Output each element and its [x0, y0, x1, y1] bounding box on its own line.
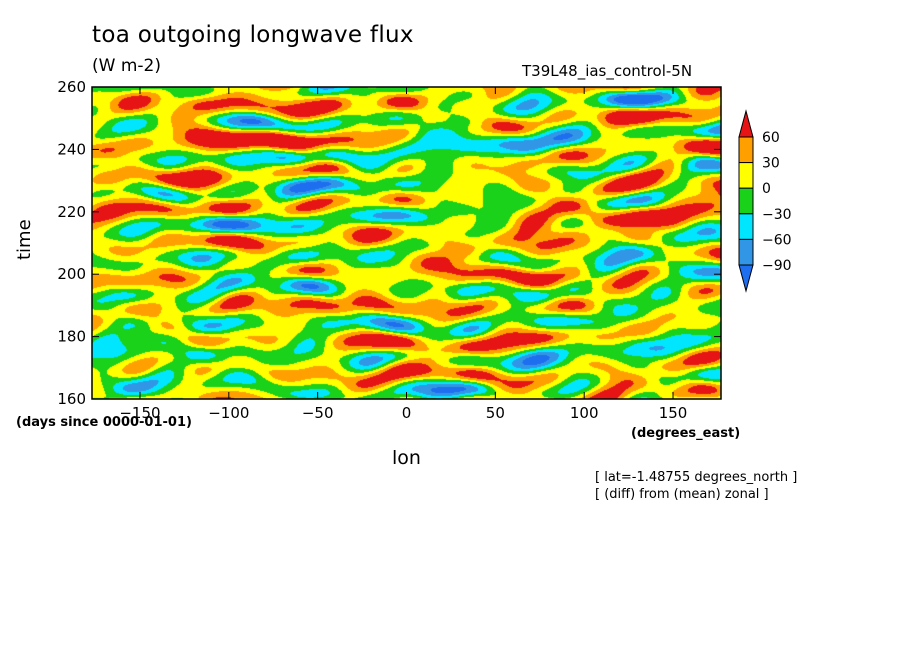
run-label: T39L48_ias_control-5N [522, 62, 693, 80]
colorbar-box [738, 238, 754, 266]
x-tick-label: −50 [302, 404, 334, 422]
chart-units: (W m-2) [92, 56, 161, 76]
y-tick-label: 260 [57, 78, 86, 96]
flux-field [92, 87, 721, 399]
colorbar-label: 0 [762, 181, 771, 197]
y-axis-units: (days since 0000-01-01) [16, 415, 192, 430]
latitude-note: [ lat=-1.48755 degrees_north ] [595, 470, 798, 485]
x-tick-label: 100 [570, 404, 599, 422]
x-tick-label: 0 [402, 404, 412, 422]
colorbar-box [738, 213, 754, 240]
x-tick-label: −150 [119, 404, 160, 422]
colorbar-box [738, 136, 754, 164]
axes: −150 −100 −50 0 50 100 150 160 180 200 220 240 260 [57, 78, 722, 422]
colorbar: 60 30 0 −30 −60 −90 [738, 109, 792, 293]
colorbar-label: −60 [762, 232, 792, 248]
y-tick-label: 240 [57, 140, 86, 158]
x-tick-label: −100 [208, 404, 249, 422]
colorbar-label: −30 [762, 207, 792, 223]
colorbar-label: −90 [762, 258, 792, 274]
x-tick-label: 150 [659, 404, 688, 422]
plot-area [92, 87, 721, 399]
x-axis-label: lon [392, 447, 421, 469]
diff-note: [ (diff) from (mean) zonal ] [595, 487, 769, 502]
x-axis-units: (degrees_east) [631, 426, 741, 441]
colorbar-box [738, 162, 754, 189]
colorbar-extend-min [738, 264, 754, 293]
colorbar-label: 30 [762, 156, 780, 172]
x-tick-label: 50 [486, 404, 505, 422]
y-tick-label: 160 [57, 390, 86, 408]
colorbar-extend-max [738, 109, 754, 138]
colorbar-label: 60 [762, 130, 780, 146]
y-tick-label: 180 [57, 328, 86, 346]
colorbar-box [738, 187, 754, 215]
y-tick-label: 220 [57, 203, 86, 221]
chart-title: toa outgoing longwave flux [92, 22, 414, 48]
y-tick-label: 200 [57, 265, 86, 283]
